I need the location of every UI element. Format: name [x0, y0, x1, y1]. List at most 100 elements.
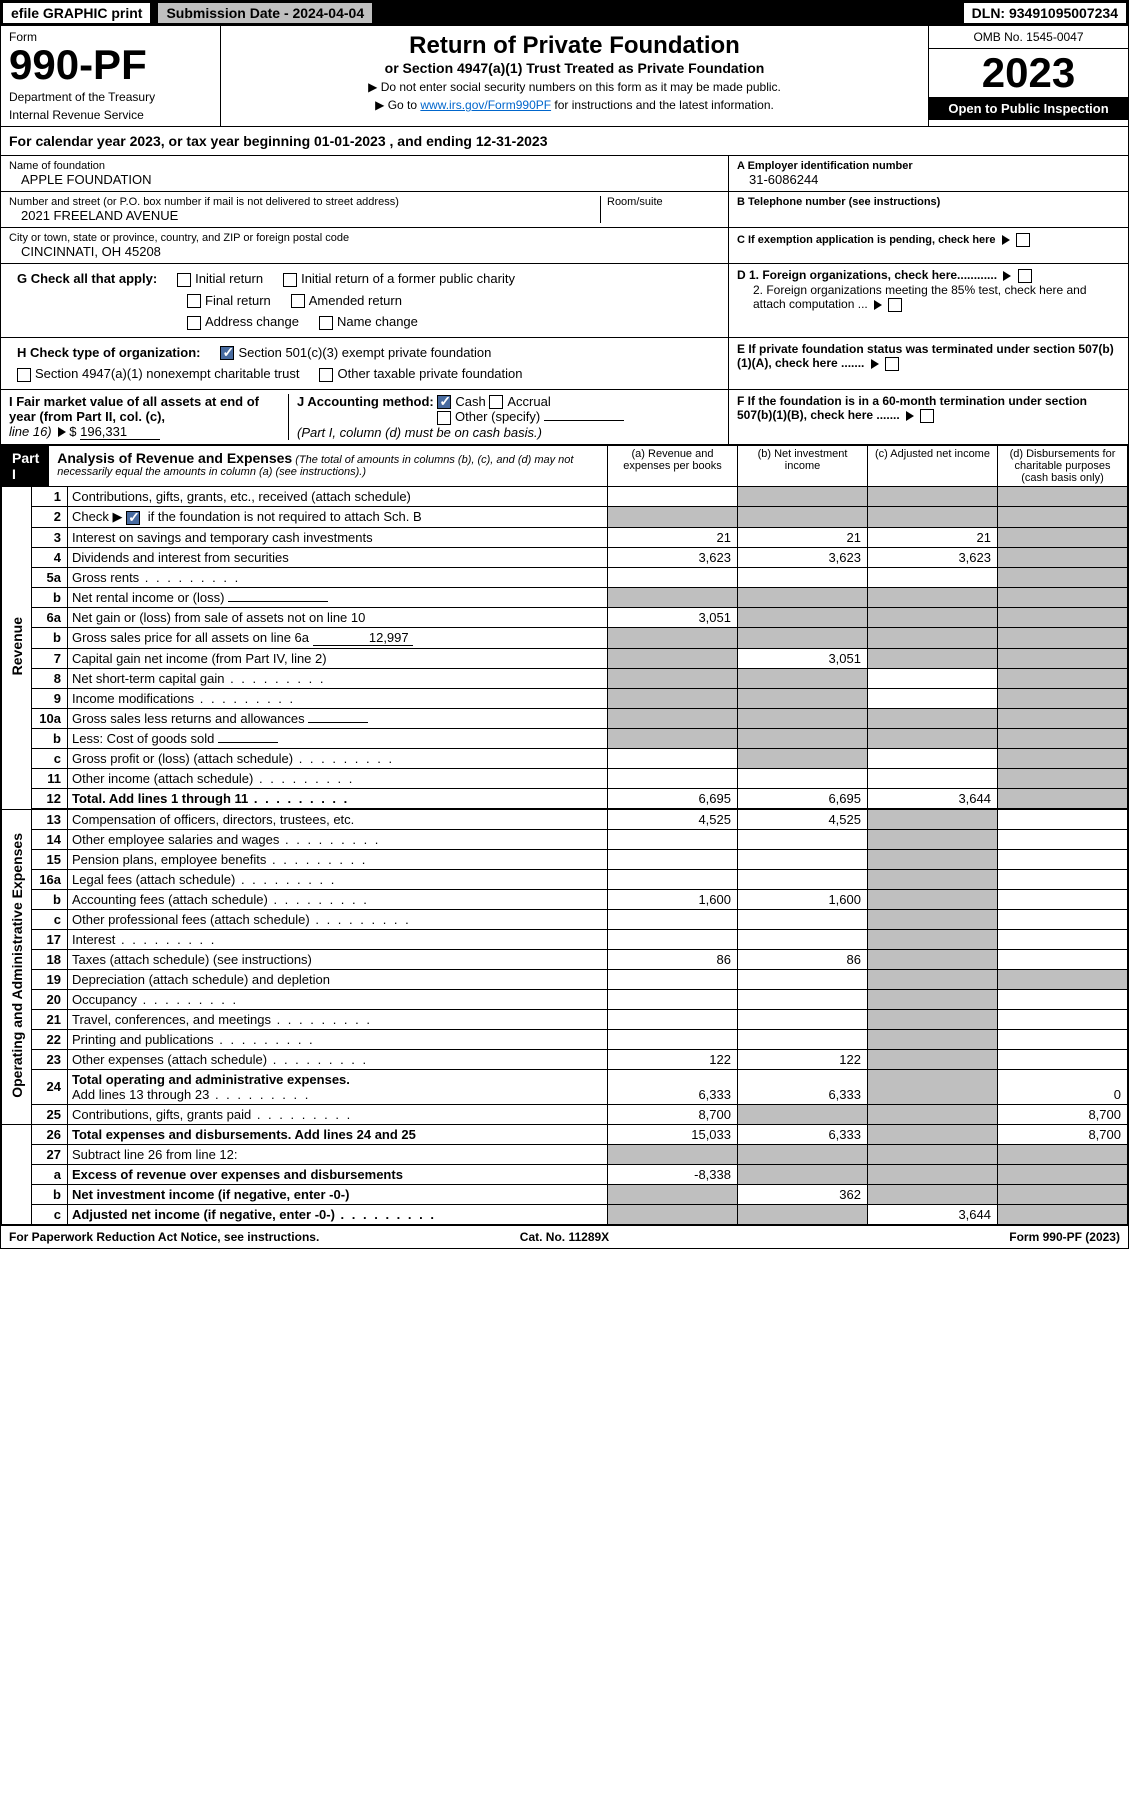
dln-label: DLN: 93491095007234	[962, 1, 1128, 25]
other-taxable-checkbox[interactable]	[319, 368, 333, 382]
i-line: line 16)	[9, 424, 52, 439]
info-section: Name of foundation APPLE FOUNDATION Numb…	[1, 156, 1128, 264]
h-section: H Check type of organization: Section 50…	[1, 338, 1128, 390]
l10b-desc: Less: Cost of goods sold	[72, 731, 214, 746]
note2-post: for instructions and the latest informat…	[551, 98, 774, 112]
l23-desc: Other expenses (attach schedule)	[68, 1049, 608, 1069]
table-row: 25Contributions, gifts, grants paid 8,70…	[2, 1104, 1128, 1124]
l13-a: 4,525	[608, 809, 738, 829]
i-label: I Fair market value of all assets at end…	[9, 394, 259, 424]
l4-a: 3,623	[608, 547, 738, 567]
l20-desc: Occupancy	[68, 989, 608, 1009]
room-label: Room/suite	[607, 196, 720, 208]
d2-label: 2. Foreign organizations meeting the 85%…	[753, 283, 1087, 311]
d2-checkbox[interactable]	[888, 298, 902, 312]
l23-a: 122	[608, 1049, 738, 1069]
table-row: 24Total operating and administrative exp…	[2, 1069, 1128, 1104]
address-change-checkbox[interactable]	[187, 316, 201, 330]
l2-pre: Check ▶	[72, 509, 122, 524]
l26-desc: Total expenses and disbursements. Add li…	[68, 1124, 608, 1144]
efile-print-button[interactable]: efile GRAPHIC print	[1, 1, 152, 25]
part1-label: Part I	[2, 446, 49, 486]
l18-a: 86	[608, 949, 738, 969]
l2-post: if the foundation is not required to att…	[148, 509, 422, 524]
l6b-val: 12,997	[313, 630, 413, 646]
l24-a: 6,333	[608, 1069, 738, 1104]
c-checkbox[interactable]	[1016, 233, 1030, 247]
table-row: 10aGross sales less returns and allowanc…	[2, 708, 1128, 728]
note2-pre: ▶ Go to	[375, 98, 420, 112]
open-public-badge: Open to Public Inspection	[929, 97, 1128, 120]
h-opt2: Section 4947(a)(1) nonexempt charitable …	[35, 366, 299, 381]
foundation-name-cell: Name of foundation APPLE FOUNDATION	[1, 156, 728, 192]
table-row: 23Other expenses (attach schedule) 12212…	[2, 1049, 1128, 1069]
g-label: G Check all that apply:	[17, 271, 157, 286]
l27a-desc: Excess of revenue over expenses and disb…	[68, 1164, 608, 1184]
table-row: 4Dividends and interest from securities …	[2, 547, 1128, 567]
e-checkbox[interactable]	[885, 357, 899, 371]
l16b-b: 1,600	[738, 889, 868, 909]
calendar-year-row: For calendar year 2023, or tax year begi…	[1, 127, 1128, 156]
dept-irs: Internal Revenue Service	[9, 108, 212, 122]
part1-title: Analysis of Revenue and Expenses	[57, 450, 292, 466]
table-row: 6aNet gain or (loss) from sale of assets…	[2, 607, 1128, 627]
ein-cell: A Employer identification number 31-6086…	[729, 156, 1128, 192]
cash-checkbox[interactable]	[437, 395, 451, 409]
final-return-checkbox[interactable]	[187, 294, 201, 308]
table-row: cAdjusted net income (if negative, enter…	[2, 1204, 1128, 1224]
l25-d: 8,700	[998, 1104, 1128, 1124]
arrow-icon	[871, 359, 879, 369]
top-bar: efile GRAPHIC print Submission Date - 20…	[1, 1, 1128, 26]
table-row: 15Pension plans, employee benefits	[2, 849, 1128, 869]
4947a1-checkbox[interactable]	[17, 368, 31, 382]
table-row: 11Other income (attach schedule)	[2, 768, 1128, 788]
ij-section: I Fair market value of all assets at end…	[1, 390, 1128, 445]
l26-a: 15,033	[608, 1124, 738, 1144]
arrow-icon	[906, 411, 914, 421]
j-note: (Part I, column (d) must be on cash basi…	[297, 425, 542, 440]
l26-b: 6,333	[738, 1124, 868, 1144]
f-checkbox[interactable]	[920, 409, 934, 423]
c-label: C If exemption application is pending, c…	[737, 234, 996, 246]
phone-cell: B Telephone number (see instructions)	[729, 192, 1128, 228]
fmv-value: 196,331	[80, 424, 160, 440]
city-label: City or town, state or province, country…	[9, 232, 720, 244]
footer: For Paperwork Reduction Act Notice, see …	[1, 1225, 1128, 1248]
d1-checkbox[interactable]	[1018, 269, 1032, 283]
table-row: bLess: Cost of goods sold	[2, 728, 1128, 748]
h-opt1: Section 501(c)(3) exempt private foundat…	[238, 345, 491, 360]
dept-treasury: Department of the Treasury	[9, 90, 212, 104]
foundation-name: APPLE FOUNDATION	[9, 172, 720, 187]
table-row: aExcess of revenue over expenses and dis…	[2, 1164, 1128, 1184]
city-value: CINCINNATI, OH 45208	[9, 244, 720, 259]
addr-label: Number and street (or P.O. box number if…	[9, 196, 600, 208]
l27a-a: -8,338	[608, 1164, 738, 1184]
line-1-desc: Contributions, gifts, grants, etc., rece…	[68, 486, 608, 506]
l27c-c: 3,644	[868, 1204, 998, 1224]
submission-date: Submission Date - 2024-04-04	[156, 1, 374, 25]
name-change-checkbox[interactable]	[319, 316, 333, 330]
table-row: 3Interest on savings and temporary cash …	[2, 527, 1128, 547]
l14-desc: Other employee salaries and wages	[68, 829, 608, 849]
amended-return-checkbox[interactable]	[291, 294, 305, 308]
other-method-checkbox[interactable]	[437, 411, 451, 425]
table-row: cGross profit or (loss) (attach schedule…	[2, 748, 1128, 768]
form990pf-link[interactable]: www.irs.gov/Form990PF	[420, 98, 551, 112]
501c3-checkbox[interactable]	[220, 346, 234, 360]
l6a-a: 3,051	[608, 607, 738, 627]
initial-former-checkbox[interactable]	[283, 273, 297, 287]
l10c-desc: Gross profit or (loss) (attach schedule)	[68, 748, 608, 768]
expenses-side-label: Operating and Administrative Expenses	[9, 833, 25, 1098]
revenue-side-label: Revenue	[9, 617, 25, 675]
address-cell: Number and street (or P.O. box number if…	[1, 192, 728, 228]
l19-desc: Depreciation (attach schedule) and deple…	[68, 969, 608, 989]
schb-checkbox[interactable]	[126, 511, 140, 525]
accrual-checkbox[interactable]	[489, 395, 503, 409]
table-row: 16aLegal fees (attach schedule)	[2, 869, 1128, 889]
table-row: 7Capital gain net income (from Part IV, …	[2, 648, 1128, 668]
initial-return-checkbox[interactable]	[177, 273, 191, 287]
col-d-header: (d) Disbursements for charitable purpose…	[998, 445, 1128, 486]
cal-pre: For calendar year 2023, or tax year begi…	[9, 133, 314, 149]
l10a-line	[308, 722, 368, 723]
g-opt1: Initial return	[195, 271, 263, 286]
